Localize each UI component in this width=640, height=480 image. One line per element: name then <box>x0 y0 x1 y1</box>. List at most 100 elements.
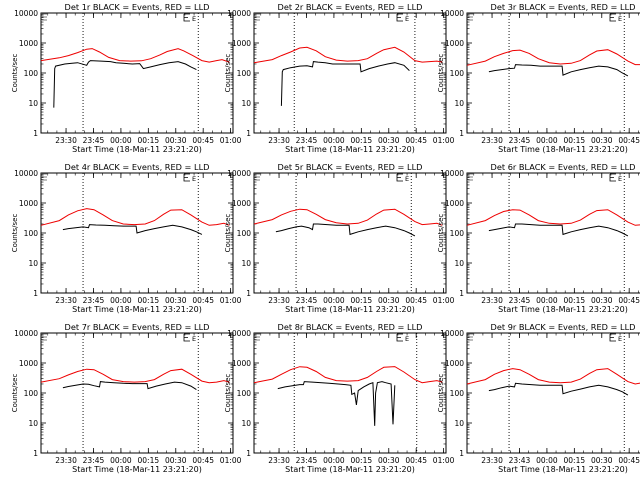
y-axis-label: Counts/sec <box>224 214 232 253</box>
y-tick-label: 10 <box>241 419 251 428</box>
x-tick-label: 23:45 <box>296 296 318 305</box>
plot-frame <box>253 12 447 134</box>
x-tick-label: 00:00 <box>110 456 132 465</box>
legend-marker-label: E <box>192 175 196 183</box>
series-lld-line <box>40 368 230 384</box>
x-tick-label: 00:30 <box>378 136 400 145</box>
panel-title: Det 2r BLACK = Events, RED = LLD <box>278 2 423 12</box>
x-axis-label: Start Time (18-Mar-11 23:21:20) <box>498 465 628 474</box>
panel-det-9: Det 9r BLACK = Events, RED = LLD 1 10 100 10… <box>437 322 640 474</box>
y-tick-label: 1000 <box>445 39 464 48</box>
plot-frame <box>466 332 640 454</box>
series-events-line <box>53 60 197 108</box>
x-axis-label: Start Time (18-Mar-11 23:21:20) <box>498 305 628 314</box>
x-tick-label: 00:15 <box>138 136 160 145</box>
x-tick-label: 01:00 <box>220 296 242 305</box>
corner-marker <box>42 333 47 341</box>
series-lld-line <box>40 48 230 63</box>
y-tick-label: 10000 <box>440 9 464 18</box>
series-events-line <box>62 381 197 391</box>
legend-marker <box>396 13 403 22</box>
panel-title: Det 4r BLACK = Events, RED = LLD <box>65 162 210 172</box>
x-tick-label: 00:30 <box>591 296 613 305</box>
corner-marker <box>42 13 47 21</box>
x-tick-label: 00:00 <box>323 296 345 305</box>
y-tick-label: 100 <box>450 229 465 238</box>
x-tick-label: 01:00 <box>220 456 242 465</box>
x-tick-label: 23:43 <box>509 456 531 465</box>
panel-det-7: Det 7r BLACK = Events, RED = LLD 1 10 100 10… <box>11 322 242 474</box>
series-events-line <box>62 224 203 235</box>
x-tick-label: 23:30 <box>481 296 503 305</box>
y-tick-label: 10000 <box>440 169 464 178</box>
legend-marker <box>609 173 616 182</box>
legend-marker <box>609 13 616 22</box>
x-tick-label: 00:00 <box>323 456 345 465</box>
x-tick-label: 01:00 <box>433 136 455 145</box>
x-tick-label: 23:30 <box>55 456 77 465</box>
x-tick-label: 00:15 <box>564 136 586 145</box>
x-tick-label: 00:45 <box>618 136 640 145</box>
y-tick-label: 100 <box>237 229 252 238</box>
legend-marker-label: E <box>618 15 622 23</box>
x-tick-label: 00:45 <box>618 296 640 305</box>
x-tick-label: 23:45 <box>509 296 531 305</box>
x-tick-label: 00:15 <box>351 456 373 465</box>
y-tick-label: 1 <box>459 449 464 458</box>
x-axis-label: Start Time (18-Mar-11 23:21:20) <box>285 305 415 314</box>
x-tick-label: 23:45 <box>83 456 105 465</box>
y-tick-label: 10 <box>454 259 464 268</box>
x-tick-label: 23:45 <box>509 136 531 145</box>
x-axis-label: Start Time (18-Mar-11 23:21:20) <box>72 305 202 314</box>
panel-title: Det 7r BLACK = Events, RED = LLD <box>65 322 210 332</box>
legend-marker-label: E <box>618 335 622 343</box>
x-tick-label: 00:15 <box>351 136 373 145</box>
y-tick-label: 100 <box>450 389 465 398</box>
x-tick-label: 23:45 <box>83 296 105 305</box>
panel-det-1: Det 1r BLACK = Events, RED = LLD 1 10 100 10… <box>11 2 242 154</box>
x-tick-label: 00:45 <box>405 296 427 305</box>
x-tick-label: 00:15 <box>351 296 373 305</box>
series-events-line <box>488 382 629 396</box>
legend-marker-label: E <box>192 335 196 343</box>
series-events-line <box>277 381 396 426</box>
x-axis-label: Start Time (18-Mar-11 23:21:20) <box>285 465 415 474</box>
panel-title: Det 1r BLACK = Events, RED = LLD <box>65 2 210 12</box>
y-axis-label: Counts/sec <box>11 54 19 93</box>
legend-marker-label: E <box>405 335 409 343</box>
x-tick-label: 00:15 <box>138 456 160 465</box>
y-tick-label: 10000 <box>14 329 38 338</box>
y-tick-label: 1 <box>246 129 251 138</box>
x-tick-label: 00:00 <box>536 136 558 145</box>
x-tick-label: 00:30 <box>165 456 187 465</box>
y-tick-label: 10 <box>241 99 251 108</box>
y-tick-label: 10 <box>28 419 38 428</box>
y-axis-label: Counts/sec <box>437 214 445 253</box>
x-tick-label: 23:30 <box>268 136 290 145</box>
x-tick-label: 00:00 <box>323 136 345 145</box>
panel-det-8: Det 8r BLACK = Events, RED = LLD 1 10 100 10… <box>224 322 455 474</box>
x-tick-label: 00:45 <box>192 456 214 465</box>
x-tick-label: 00:45 <box>192 136 214 145</box>
y-tick-label: 100 <box>24 389 39 398</box>
panel-det-5: Det 5r BLACK = Events, RED = LLD 1 10 100 10… <box>224 162 455 314</box>
y-tick-label: 10000 <box>227 9 251 18</box>
series-lld-line <box>253 366 443 384</box>
y-tick-label: 100 <box>24 69 39 78</box>
y-tick-label: 10 <box>28 259 38 268</box>
x-axis-label: Start Time (18-Mar-11 23:21:20) <box>72 465 202 474</box>
series-events-line <box>488 64 629 77</box>
legend-marker <box>183 173 190 182</box>
y-tick-label: 1 <box>33 449 38 458</box>
y-tick-label: 10000 <box>440 329 464 338</box>
legend-marker <box>609 333 616 342</box>
x-axis-label: Start Time (18-Mar-11 23:21:20) <box>72 145 202 154</box>
x-tick-label: 00:30 <box>591 136 613 145</box>
plot-frame <box>466 12 640 134</box>
legend-marker-label: E <box>405 15 409 23</box>
y-tick-label: 100 <box>237 389 252 398</box>
y-tick-label: 10 <box>454 419 464 428</box>
y-axis-label: Counts/sec <box>224 54 232 93</box>
y-tick-label: 1000 <box>232 199 251 208</box>
